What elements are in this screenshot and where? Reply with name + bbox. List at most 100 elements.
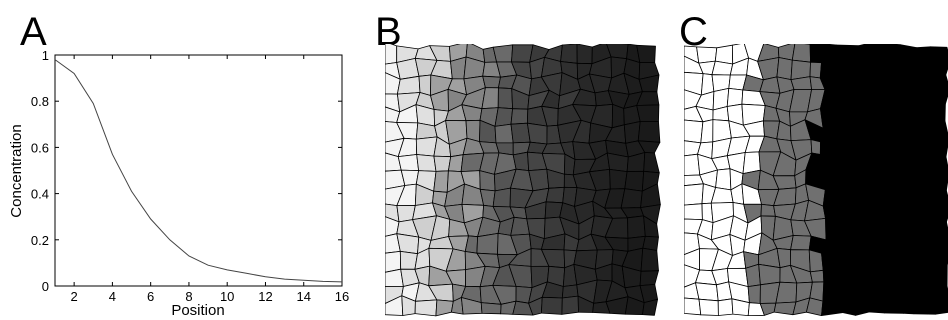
tissue-cell (479, 170, 496, 192)
tissue-cell (416, 154, 437, 172)
y-tick-label-5: 1 (42, 48, 49, 63)
tissue-cell (698, 298, 719, 316)
tissue-cell (639, 270, 659, 287)
tissue-cell (809, 269, 825, 283)
tissue-cell (773, 301, 797, 316)
tissue-cell (414, 299, 438, 317)
tissue-cell (511, 44, 534, 63)
tissue-cell (385, 44, 398, 65)
panel-label-a: A (20, 10, 47, 54)
tissue-cell (717, 298, 734, 316)
tissue-cell (636, 44, 656, 64)
tissue-cell (929, 103, 946, 122)
tissue-cell (397, 154, 419, 171)
tissue-cell (854, 219, 875, 241)
tissue-cell (609, 169, 628, 190)
x-tick-label-0: 2 (71, 289, 78, 304)
tissue-cell (806, 297, 824, 317)
y-tick-label-2: 0.4 (31, 187, 49, 202)
tissue-cell (620, 188, 643, 209)
tissue-cell (917, 191, 933, 203)
tissue-cell (933, 221, 948, 240)
tissue-cell (809, 61, 822, 79)
tissue-cell (611, 104, 625, 129)
tissue-cell (623, 121, 641, 144)
tissue-cell (385, 268, 404, 287)
tissue-cell (930, 169, 948, 193)
tissue-cell (576, 44, 593, 65)
tissue-cell (931, 237, 948, 257)
tissue-cell (642, 298, 659, 316)
tissue-cell (396, 233, 420, 255)
tissue-cell (510, 108, 529, 125)
y-tick-label-4: 0.8 (31, 94, 49, 109)
tissue-panel-b (385, 44, 661, 317)
tissue-cell (791, 44, 811, 63)
tissue-cell (396, 75, 421, 95)
tissue-cell (494, 123, 514, 144)
y-tick-label-0: 0 (42, 279, 49, 294)
tissue-cell (624, 170, 645, 192)
concentration-chart: 2 4 6 8 10 12 14 16 0 0.2 0.4 0.6 0.8 1 Position Conc… (8, 48, 349, 319)
tissue-cell (627, 215, 646, 239)
tissue-cell (684, 203, 703, 221)
tissue-cell (526, 122, 548, 145)
tissue-cell (476, 232, 499, 255)
y-tick-label-3: 0.6 (31, 140, 49, 155)
tissue-cell (931, 190, 948, 208)
tissue-cell (929, 285, 948, 301)
tissue-cell (899, 44, 920, 63)
tissue-cell (684, 153, 701, 176)
tissue-cell (930, 46, 948, 61)
y-axis-title: Concentration (8, 124, 25, 217)
tissue-cell (822, 186, 844, 207)
tissue-cell (928, 72, 948, 95)
x-tick-label-6: 14 (296, 289, 310, 304)
tissue-cell (810, 139, 821, 155)
tissue-cell (840, 186, 858, 206)
tissue-cell (700, 119, 714, 144)
tissue-cell (896, 105, 920, 129)
tissue-cell (492, 187, 511, 208)
tissue-cell (839, 302, 857, 316)
tissue-cell (760, 203, 776, 217)
tissue-cell (433, 155, 452, 172)
tissue-cell (482, 75, 501, 89)
tissue-cell (745, 263, 761, 288)
tissue-cell (636, 104, 660, 122)
tissue-cell (684, 183, 704, 206)
x-axis-title: Position (171, 302, 224, 319)
tissue-cell (726, 88, 744, 107)
series-line-0 (54, 59, 343, 283)
tissue-cell (540, 296, 563, 315)
tissue-cell (695, 282, 719, 302)
tissue-cell (881, 60, 904, 81)
tissue-cell (637, 121, 661, 143)
tissue-cell (435, 299, 454, 317)
tissue-cell (711, 60, 734, 76)
tissue-cell (913, 169, 933, 193)
tissue-cell (790, 235, 812, 251)
tissue-cell (715, 168, 732, 191)
tissue-cell (385, 250, 402, 273)
tissue-cell (929, 120, 948, 144)
tissue-cell (809, 44, 823, 64)
x-tick-label-5: 12 (258, 289, 272, 304)
x-tick-label-3: 8 (185, 289, 192, 304)
tissue-cell (560, 44, 578, 64)
plot-area-frame (54, 54, 343, 287)
tissue-cell (900, 235, 921, 255)
tissue-cell (512, 151, 530, 171)
tissue-cell (930, 155, 948, 173)
panel-label-c: C (679, 10, 708, 54)
tissue-cell (684, 119, 704, 144)
tissue-cell (494, 107, 513, 127)
tissue-panel-c (684, 44, 948, 317)
tissue-cell (855, 301, 870, 316)
x-tick-label-2: 6 (147, 289, 154, 304)
tissue-cell (775, 281, 798, 304)
tissue-cell (497, 87, 513, 110)
tissue-cell (433, 170, 449, 193)
tissue-cell (776, 57, 793, 80)
tissue-cell (841, 204, 859, 221)
